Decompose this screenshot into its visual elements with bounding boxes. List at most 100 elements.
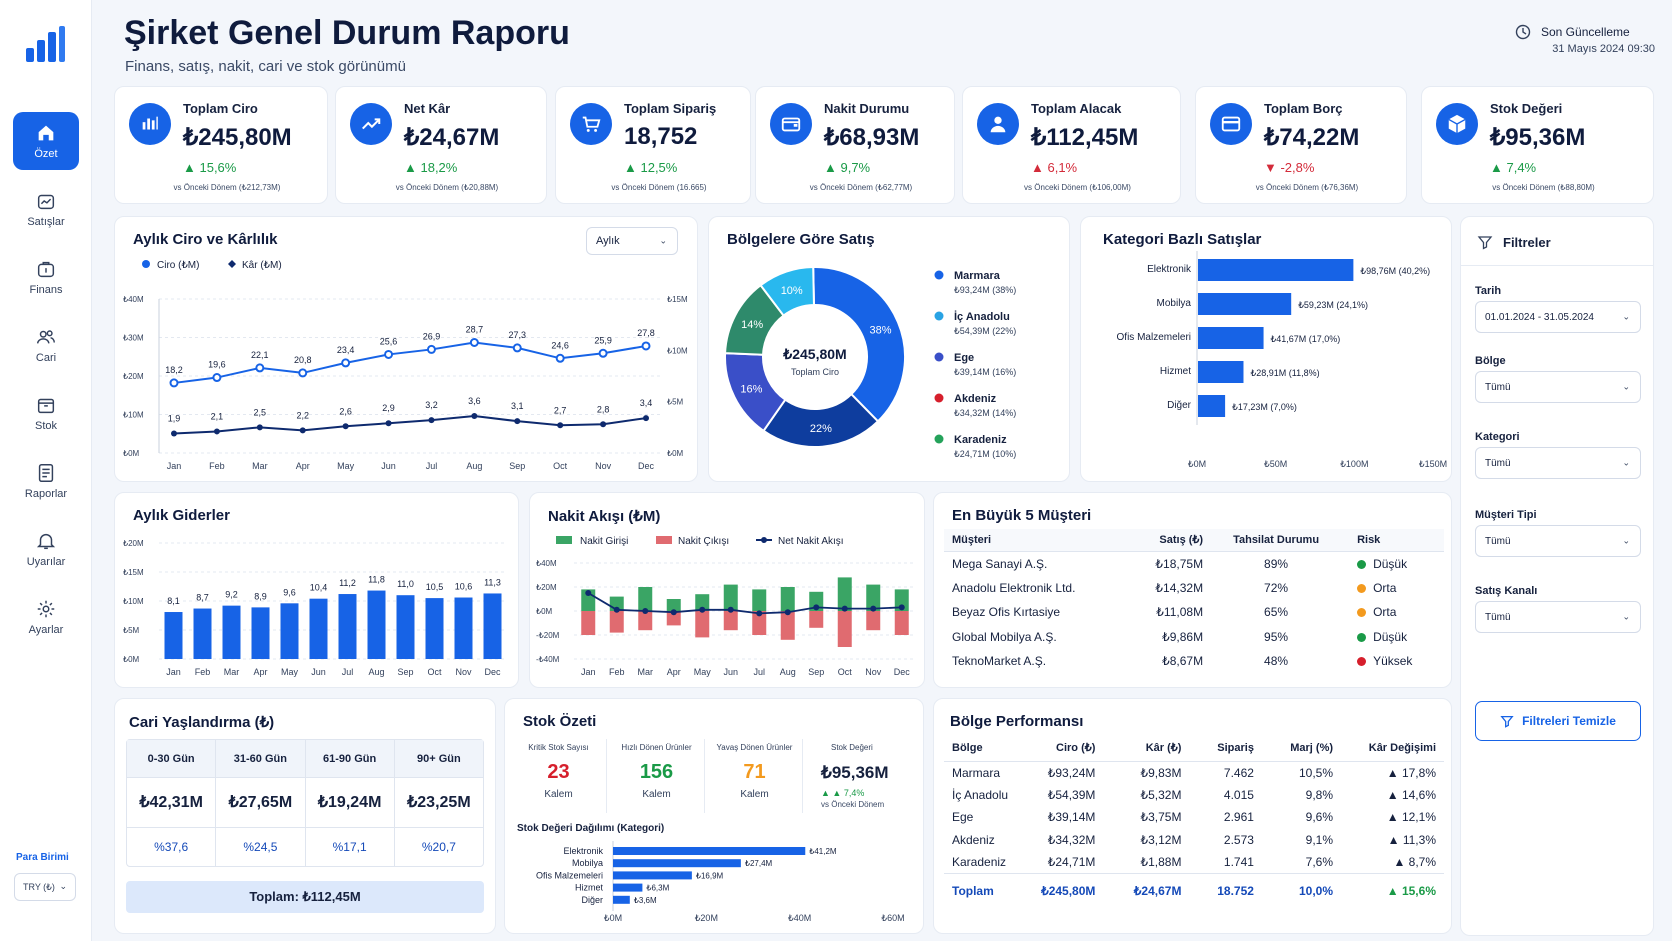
- filter-value: Tümü: [1485, 535, 1511, 547]
- kpi-value: 18,752: [624, 123, 698, 150]
- data-label-kar: 3,1: [511, 401, 524, 411]
- chart-legend: Ciro (₺M) Kâr (₺M): [142, 260, 282, 271]
- table-row[interactable]: Beyaz Ofis Kırtasiye ₺11,08M 65% Orta: [944, 600, 1444, 625]
- filter-select-2[interactable]: Tümü ⌄: [1475, 447, 1641, 479]
- bar-value-label: ₺41,67M (17,0%): [1271, 334, 1341, 344]
- kpi-value: ₺112,45M: [1031, 124, 1139, 151]
- customer-collection: 72%: [1264, 580, 1289, 595]
- users-icon: [37, 330, 55, 344]
- table-row[interactable]: Anadolu Elektronik Ltd. ₺14,32M 72% Orta: [944, 576, 1444, 601]
- sidebar: Özet Satışlar Finans Cari Stok Raporlar Uyarıl…: [0, 0, 92, 941]
- sidebar-item-label: Uyarılar: [26, 556, 66, 568]
- col-4: Marj (%): [1290, 741, 1334, 754]
- cashflow-card: Nakit Akışı (₺M) Nakit Girişi Nakit Çıkış…: [529, 492, 925, 688]
- chevron-down-icon: ⌄: [59, 881, 67, 891]
- sidebar-item-users[interactable]: Cari: [13, 316, 79, 374]
- sidebar-item-label: Cari: [35, 352, 57, 364]
- stock-distribution-chart: ₺0M ₺20M ₺40M ₺60M Elektronik ₺41,2M Mobilya ₺2…: [536, 841, 905, 923]
- kpi-title: Toplam Alacak: [1031, 101, 1122, 116]
- net-flow-line: [587, 592, 902, 615]
- data-point-kar: [385, 420, 392, 427]
- filter-select-0[interactable]: 01.01.2024 - 31.05.2024 ⌄: [1475, 301, 1641, 333]
- sidebar-item-gear[interactable]: Ayarlar: [13, 588, 79, 646]
- risk-label: Yüksek: [1373, 654, 1413, 669]
- aging-card: Cari Yaşlandırma (₺) 0-30 Gün ₺42,31M %37,…: [114, 698, 496, 934]
- table-row[interactable]: Marmara ₺93,24M ₺9,83M 7.462 10,5% ▲ 17,8%: [944, 761, 1444, 784]
- region-cell: ₺54,39M: [1047, 787, 1096, 802]
- filter-value: 01.01.2024 - 31.05.2024: [1485, 311, 1594, 323]
- customer-risk: Düşük: [1337, 625, 1444, 650]
- monthly-revenue-title: Aylık Ciro ve Kârlılık: [133, 231, 278, 248]
- kpi-value: ₺74,22M: [1264, 124, 1360, 151]
- region-cell: 2.961: [1223, 810, 1254, 825]
- sidebar-item-home[interactable]: Özet: [13, 112, 79, 170]
- outflow-bar: [695, 611, 710, 638]
- expense-bar: [280, 603, 299, 659]
- category-sales-title: Kategori Bazlı Satışlar: [1103, 231, 1262, 248]
- legend-marker: [142, 260, 150, 268]
- inflow-bar: [695, 594, 710, 611]
- y2-tick: ₺10M: [667, 346, 688, 355]
- slice-label: 10%: [781, 285, 803, 297]
- data-label-ciro: 23,4: [337, 345, 355, 355]
- table-row[interactable]: Akdeniz ₺34,32M ₺3,12M 2.573 9,1% ▲ 11,3%: [944, 829, 1444, 852]
- outflow-bar: [837, 611, 852, 647]
- stock-kpi-value: 71: [743, 761, 766, 783]
- kpi-card: Nakit Durumu ₺68,93M ▲ 9,7% vs Önceki Dönem…: [755, 86, 955, 204]
- trend-up-badge: [350, 103, 392, 145]
- x-tick: ₺0M: [604, 913, 622, 923]
- sidebar-item-bell[interactable]: Uyarılar: [13, 520, 79, 578]
- stock-kpi-value: 156: [639, 761, 674, 783]
- bar-value-label: ₺59,23M (24,1%): [1298, 300, 1368, 310]
- risk-label: Düşük: [1373, 556, 1408, 571]
- data-label-kar: 2,9: [382, 403, 395, 413]
- legend-kar: Kâr (₺M): [242, 260, 282, 271]
- x-tick: May: [337, 461, 355, 471]
- sidebar-item-box[interactable]: Stok: [13, 384, 79, 442]
- sidebar-item-label: Finans: [29, 284, 63, 296]
- filter-select-4[interactable]: Tümü ⌄: [1475, 601, 1641, 633]
- table-row[interactable]: Ege ₺39,14M ₺3,75M 2.961 9,6% ▲ 12,1%: [944, 806, 1444, 829]
- region-cell: ▲ 12,1%: [1386, 810, 1436, 825]
- sidebar-item-finance[interactable]: Finans: [13, 248, 79, 306]
- slice-label: 14%: [741, 319, 763, 331]
- bar-value-label: 11,8: [368, 575, 385, 585]
- data-point-kar: [299, 427, 306, 434]
- filter-select-3[interactable]: Tümü ⌄: [1475, 525, 1641, 557]
- bar-value-label: ₺17,23M (7,0%): [1232, 402, 1297, 412]
- filter-select-1[interactable]: Tümü ⌄: [1475, 371, 1641, 403]
- legend-in: Nakit Girişi: [580, 536, 628, 547]
- kpi-card: Stok Değeri ₺95,36M ▲ 7,4% vs Önceki Dönem …: [1421, 86, 1654, 204]
- region-cell: ₺93,24M: [1047, 765, 1096, 780]
- outflow-bar: [723, 611, 738, 631]
- table-row[interactable]: İç Anadolu ₺54,39M ₺5,32M 4.015 9,8% ▲ 14,6%: [944, 784, 1444, 807]
- sidebar-item-report[interactable]: Raporlar: [13, 452, 79, 510]
- stock-dist-title: Stok Değeri Dağılımı (Kategori): [517, 823, 665, 834]
- bar-value-label: 8,1: [167, 596, 180, 606]
- stock-summary-card: Stok Özeti Stok Değeri ₺95,36M ▲ ▲ 7,4% …: [504, 698, 924, 934]
- expenses-card: Aylık Giderler ₺20M ₺15M ₺10M ₺5M ₺0M 8,1 Jan 8…: [114, 492, 519, 688]
- x-tick: Sep: [397, 667, 413, 677]
- filter-value: Tümü: [1485, 611, 1511, 623]
- y-tick: ₺15M: [123, 568, 144, 577]
- bar-value-label: 11,0: [397, 579, 414, 589]
- kpi-change: ▲ 15,6%: [183, 160, 237, 175]
- bar-value-label: ₺27,4M: [745, 859, 773, 868]
- kpi-value: ₺68,93M: [824, 124, 920, 151]
- inflow-bar: [752, 589, 767, 611]
- bar-value-label: 8,7: [196, 593, 209, 603]
- currency-select[interactable]: TRY (₺) ⌄: [14, 873, 76, 901]
- kpi-change: ▲ 12,5%: [624, 160, 678, 175]
- table-row[interactable]: Mega Sanayi A.Ş. ₺18,75M 89% Düşük: [944, 551, 1444, 576]
- period-select[interactable]: Aylık ⌄: [586, 227, 678, 255]
- data-label-ciro: 19,6: [208, 360, 226, 370]
- clear-filters-button[interactable]: Filtreleri Temizle: [1475, 701, 1641, 741]
- x-tick: Nov: [595, 461, 612, 471]
- net-flow-point: [813, 604, 820, 611]
- net-flow-point: [670, 609, 677, 616]
- table-row[interactable]: Karadeniz ₺24,71M ₺1,88M 1.741 7,6% ▲ 8,7%: [944, 851, 1444, 874]
- net-flow-point: [585, 590, 592, 596]
- table-row[interactable]: TeknoMarket A.Ş. ₺8,67M 48% Yüksek: [944, 649, 1444, 674]
- table-row[interactable]: Global Mobilya A.Ş. ₺9,86M 95% Düşük: [944, 625, 1444, 650]
- sidebar-item-sales[interactable]: Satışlar: [13, 180, 79, 238]
